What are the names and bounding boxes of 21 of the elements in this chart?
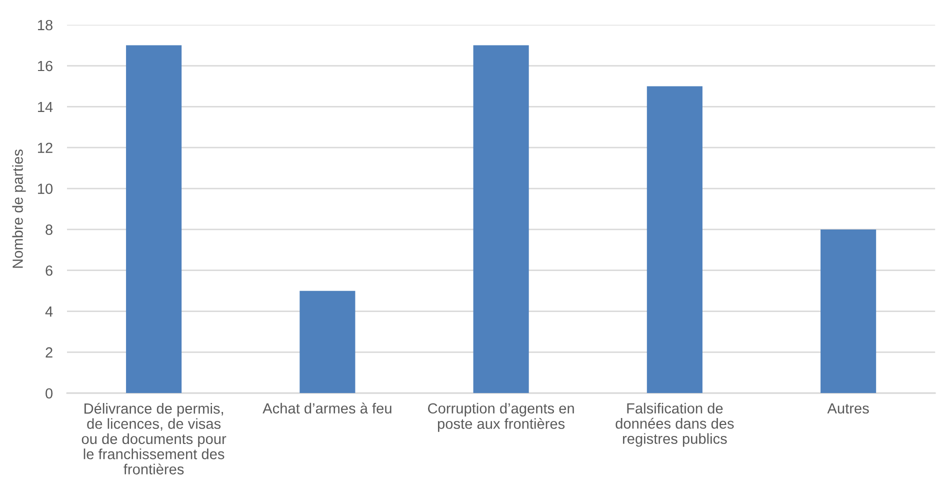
bar — [820, 229, 876, 394]
x-tick-label: Corruption d’agents en poste aux frontières — [428, 402, 574, 432]
bar — [126, 45, 182, 394]
y-tick-label: 16 — [38, 60, 52, 72]
y-tick-label: 12 — [38, 142, 52, 153]
x-tick-label: Achat d’armes à feu — [262, 402, 392, 414]
x-tick-label: Délivrance de permis, de licences, de visas ou de documents pour le franchissement des frontières — [82, 402, 226, 474]
y-tick-label: 0 — [46, 388, 53, 399]
bar — [300, 290, 356, 394]
bar — [646, 86, 702, 394]
y-axis-title: Nombre de parties — [12, 150, 26, 268]
y-tick-label: 10 — [38, 184, 53, 194]
y-tick-label: 2 — [46, 347, 52, 358]
x-tick-label: Falsification de données dans des registres publics — [616, 402, 734, 447]
y-tick-label: 14 — [38, 102, 53, 112]
y-tick-label: 8 — [46, 224, 52, 235]
y-tick-label: 6 — [46, 265, 52, 276]
bar — [473, 45, 529, 394]
y-tick-label: 18 — [38, 20, 52, 30]
x-tick-label: Autres — [827, 403, 869, 414]
y-tick-label: 4 — [45, 306, 53, 317]
